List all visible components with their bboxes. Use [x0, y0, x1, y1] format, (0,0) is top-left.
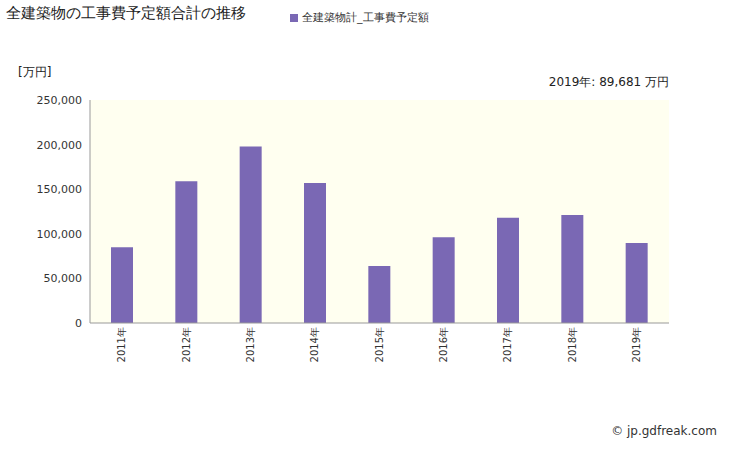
svg-text:2016年: 2016年 — [438, 327, 449, 362]
html-text:© jp.gdfreak.com: © jp.gdfreak.com — [611, 424, 717, 438]
svg-text:2018年: 2018年 — [567, 327, 578, 362]
html-text:全建築物計_工事費予定額: 全建築物計_工事費予定額 — [302, 11, 429, 24]
svg-text:250,000: 250,000 — [37, 94, 83, 107]
svg-text:50,000: 50,000 — [44, 272, 83, 285]
svg-text:2014年: 2014年 — [309, 327, 320, 362]
svg-text:2012年: 2012年 — [181, 327, 192, 362]
svg-text:100,000: 100,000 — [37, 228, 83, 241]
svg-text:2015年: 2015年 — [374, 327, 385, 362]
svg-text:2011年: 2011年 — [116, 327, 127, 362]
svg-text:2013年: 2013年 — [245, 327, 256, 362]
svg-text:150,000: 150,000 — [37, 183, 83, 196]
html-text:[万円]: [万円] — [18, 65, 52, 79]
svg-text:0: 0 — [75, 317, 82, 330]
html-text:2019年: 89,681 万円: 2019年: 89,681 万円 — [548, 75, 669, 89]
svg-text:2019年: 2019年 — [631, 327, 642, 362]
svg-text:2017年: 2017年 — [502, 327, 513, 362]
html-text:全建築物の工事費予定額合計の推移: 全建築物の工事費予定額合計の推移 — [6, 4, 246, 22]
svg-text:200,000: 200,000 — [37, 139, 83, 152]
